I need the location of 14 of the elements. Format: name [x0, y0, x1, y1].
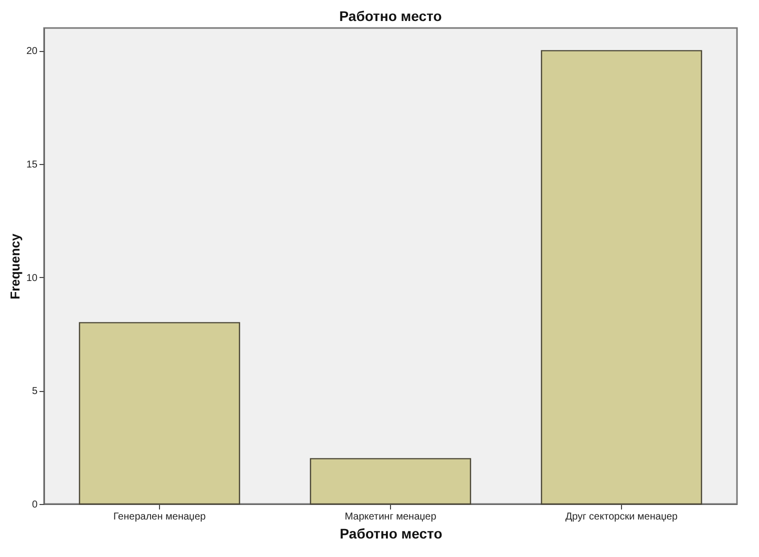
- y-tick-label: 10: [26, 272, 38, 284]
- y-axis-title: Frequency: [7, 232, 22, 300]
- bar: [540, 50, 702, 505]
- y-tick-label: 5: [32, 386, 38, 398]
- y-tick-label: 0: [32, 500, 38, 510]
- x-axis-title: Работно место: [340, 526, 442, 542]
- bar: [310, 458, 472, 505]
- y-tick-label: 15: [26, 160, 38, 170]
- chart-title: Работно место: [339, 8, 442, 24]
- x-tick-label: Маркетинг менаџер: [344, 512, 437, 522]
- x-tick-label: Друг секторски менаџер: [565, 512, 678, 522]
- y-tick-label: 20: [26, 46, 38, 58]
- x-tick-label: Генерален менаџер: [113, 512, 206, 522]
- bar: [78, 322, 240, 505]
